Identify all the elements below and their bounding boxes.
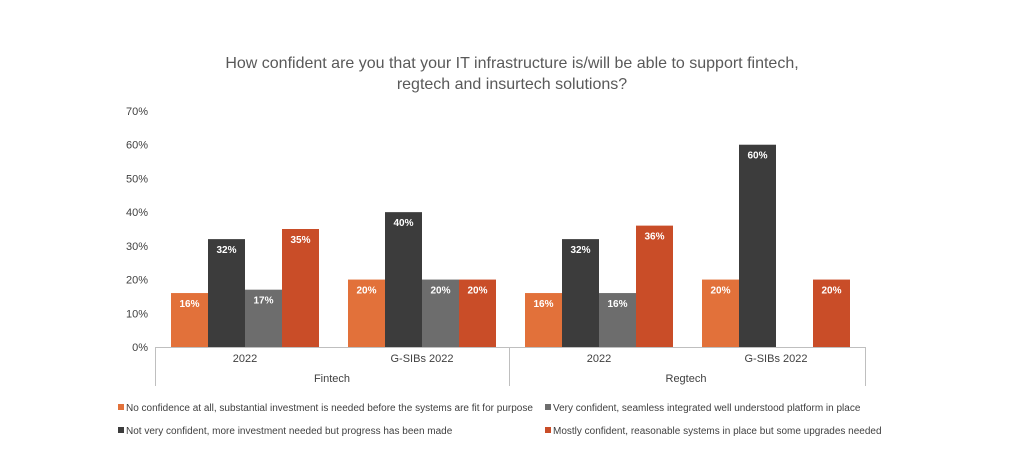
legend-label: No confidence at all, substantial invest… — [126, 403, 533, 414]
legend-label: Not very confident, more investment need… — [126, 426, 453, 437]
bar-value-label: 16% — [533, 299, 553, 310]
bar-value-label: 20% — [356, 286, 376, 297]
y-axis: 0% 10% 20% 30% 40% 50% 60% 70% — [126, 106, 148, 354]
bar — [422, 279, 459, 347]
y-tick-label: 10% — [126, 308, 148, 320]
legend-swatch — [118, 404, 124, 410]
legend-item: No confidence at all, substantial invest… — [118, 403, 533, 414]
bar-value-label: 60% — [747, 151, 767, 162]
x-tick-label: G-SIBs 2022 — [745, 353, 808, 365]
x-group-label: Fintech — [314, 373, 350, 385]
y-tick-label: 30% — [126, 241, 148, 253]
bar — [562, 239, 599, 347]
y-tick-label: 50% — [126, 173, 148, 185]
legend-label: Very confident, seamless integrated well… — [553, 403, 861, 414]
bar-value-label: 16% — [607, 299, 627, 310]
x-tick-label: G-SIBs 2022 — [391, 353, 454, 365]
legend-swatch — [545, 427, 551, 433]
legend-item: Very confident, seamless integrated well… — [545, 403, 861, 414]
chart-title-line-2: regtech and insurtech solutions? — [397, 76, 627, 93]
bar-value-label: 36% — [644, 232, 664, 243]
bar — [636, 225, 673, 347]
y-tick-label: 70% — [126, 106, 148, 118]
bar-value-label: 20% — [821, 286, 841, 297]
y-tick-label: 0% — [132, 342, 148, 354]
bar-value-label: 35% — [290, 235, 310, 246]
bar — [385, 212, 422, 347]
bar — [702, 279, 739, 347]
legend: No confidence at all, substantial invest… — [118, 403, 882, 437]
chart-title: How confident are you that your IT infra… — [225, 55, 798, 93]
x-group-label: Regtech — [666, 373, 707, 385]
bar-value-label: 40% — [393, 218, 413, 229]
bar — [208, 239, 245, 347]
x-tick-label: 2022 — [587, 353, 611, 365]
legend-swatch — [545, 404, 551, 410]
legend-swatch — [118, 427, 124, 433]
bar-value-label: 32% — [570, 245, 590, 256]
bar — [813, 279, 850, 347]
x-axis: 2022 G-SIBs 2022 2022 G-SIBs 2022 Fintech Reg… — [155, 347, 866, 386]
bar-value-label: 20% — [467, 286, 487, 297]
bar-value-label: 17% — [253, 296, 273, 307]
legend-item: Not very confident, more investment need… — [118, 426, 453, 437]
legend-item: Mostly confident, reasonable systems in … — [545, 426, 882, 437]
bar — [599, 293, 636, 347]
bar — [525, 293, 562, 347]
bar — [282, 229, 319, 347]
bar-value-label: 20% — [710, 286, 730, 297]
bar-value-label: 16% — [179, 299, 199, 310]
bar-value-label: 32% — [216, 245, 236, 256]
bar — [245, 289, 282, 347]
y-tick-label: 40% — [126, 207, 148, 219]
x-tick-label: 2022 — [233, 353, 257, 365]
chart-title-line-1: How confident are you that your IT infra… — [225, 55, 798, 72]
bar — [739, 144, 776, 347]
bars: 16% 32% 17% 35% 20% 40% 20% 20% 16% 32% 16% 36% 20% 6… — [171, 144, 850, 347]
y-tick-label: 20% — [126, 275, 148, 287]
legend-label: Mostly confident, reasonable systems in … — [553, 426, 882, 437]
bar-value-label: 20% — [430, 286, 450, 297]
bar — [348, 279, 385, 347]
y-tick-label: 60% — [126, 140, 148, 152]
bar — [459, 279, 496, 347]
bar — [171, 293, 208, 347]
